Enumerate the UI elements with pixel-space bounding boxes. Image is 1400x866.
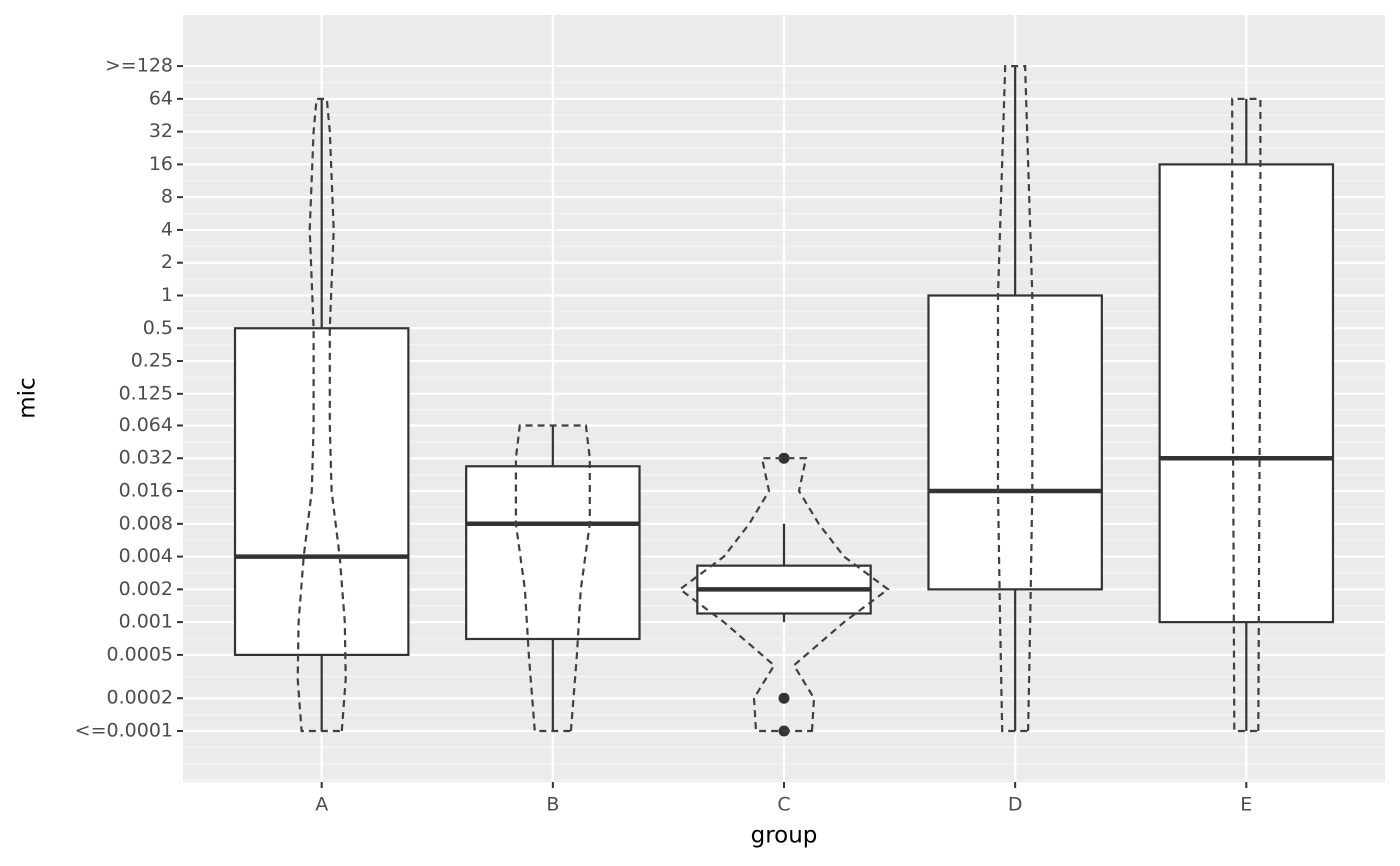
violin bbox=[296, 97, 347, 733]
y-tick-label: 0.016 bbox=[119, 480, 173, 502]
y-tick-label: 0.125 bbox=[119, 382, 173, 404]
box bbox=[465, 465, 641, 641]
box bbox=[927, 294, 1103, 591]
y-tick-label: 0.002 bbox=[119, 578, 173, 600]
x-tick-label: E bbox=[1240, 794, 1252, 816]
y-tick-label: 4 bbox=[161, 218, 173, 240]
violin bbox=[996, 65, 1034, 733]
y-tick-label: 0.064 bbox=[119, 414, 173, 436]
x-tick-label: C bbox=[777, 794, 790, 816]
outlier bbox=[778, 692, 790, 704]
box bbox=[233, 327, 410, 656]
outlier bbox=[778, 452, 790, 464]
y-tick-label: 0.0002 bbox=[107, 687, 173, 709]
y-tick-label: 8 bbox=[161, 186, 173, 208]
y-tick-label: <=0.0001 bbox=[75, 719, 173, 741]
y-tick-label: 2 bbox=[161, 251, 173, 273]
x-tick-label: A bbox=[315, 794, 328, 816]
y-tick-label: 0.25 bbox=[131, 350, 173, 372]
x-tick-label: D bbox=[1008, 794, 1023, 816]
x-tick-label: B bbox=[546, 794, 559, 816]
y-axis-title: mic bbox=[15, 377, 41, 418]
marks bbox=[233, 65, 1335, 737]
violin bbox=[678, 457, 890, 733]
y-tick-label: 16 bbox=[149, 153, 173, 175]
y-tick-label: 32 bbox=[149, 120, 173, 142]
y-tick-label: 0.008 bbox=[119, 512, 173, 534]
y-tick-label: 0.032 bbox=[119, 447, 173, 469]
y-tick-label: 0.004 bbox=[119, 545, 173, 567]
y-tick-label: 0.001 bbox=[119, 611, 173, 633]
x-axis-title: group bbox=[751, 823, 818, 849]
y-tick-label: 64 bbox=[149, 87, 173, 109]
y-tick-label: 0.5 bbox=[143, 317, 173, 339]
y-tick-label: 1 bbox=[161, 284, 173, 306]
violin bbox=[514, 424, 591, 733]
violin bbox=[1231, 97, 1262, 733]
y-tick-label: 0.0005 bbox=[107, 643, 173, 665]
box bbox=[1158, 163, 1335, 624]
y-tick-label: >=128 bbox=[105, 55, 173, 77]
